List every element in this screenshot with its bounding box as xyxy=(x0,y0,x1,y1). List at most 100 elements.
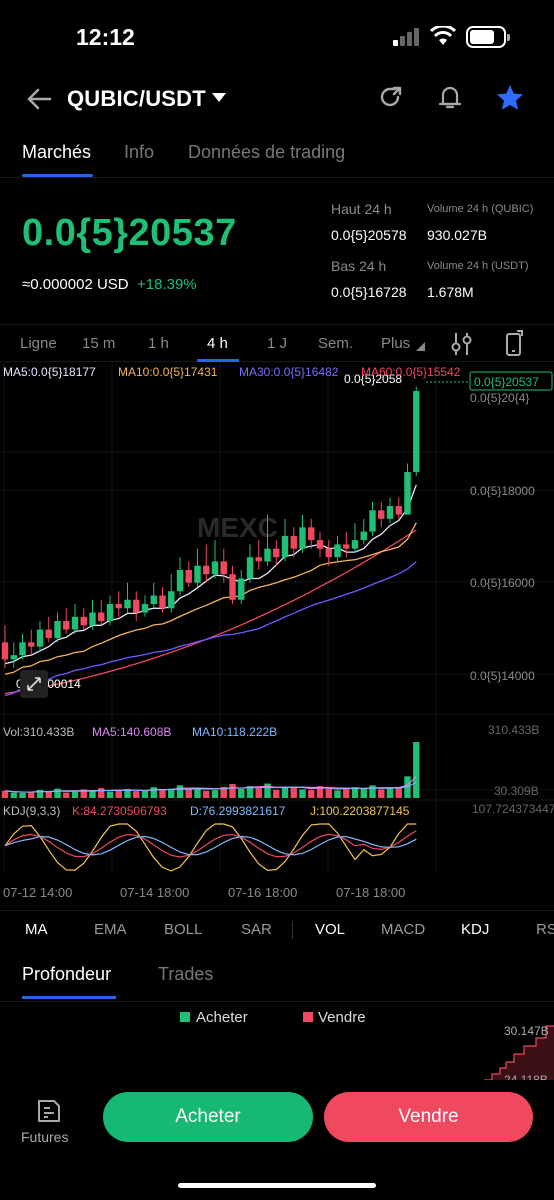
indicator-divider xyxy=(292,921,293,939)
candle-body xyxy=(106,604,114,622)
back-arrow-icon[interactable] xyxy=(24,84,54,114)
wifi-icon xyxy=(430,26,456,45)
interval-indicator xyxy=(197,359,239,362)
sell-button[interactable]: Vendre xyxy=(324,1092,533,1142)
rotate-screen-icon[interactable] xyxy=(503,330,525,358)
star-icon[interactable] xyxy=(494,82,526,114)
price-chart[interactable]: MEXC 0.0{5}20537 0.0{5}20{4} 0.0{5}2058 … xyxy=(0,362,554,910)
volume-min: 30.309B xyxy=(494,784,539,798)
usd-equivalent: ≈0.000002 USD xyxy=(22,276,129,293)
low-24h-label: Bas 24 h xyxy=(331,258,387,274)
buy-legend-label: Acheter xyxy=(196,1009,248,1026)
candle-body xyxy=(255,557,262,562)
candle-body xyxy=(220,561,227,575)
candle-body xyxy=(229,574,236,600)
more-caret-icon[interactable] xyxy=(416,342,425,351)
volume-bar xyxy=(150,787,157,798)
volume-bar xyxy=(63,792,70,798)
low-24h-value: 0.0{5}16728 xyxy=(331,284,407,300)
candle-body xyxy=(176,569,184,592)
indicator-sar[interactable]: SAR xyxy=(241,921,272,938)
status-bar: 12:12 xyxy=(0,0,554,76)
buy-button[interactable]: Acheter xyxy=(103,1092,313,1142)
tab-trades[interactable]: Trades xyxy=(158,964,214,984)
indicator-vol[interactable]: VOL xyxy=(315,921,346,938)
pair-selector[interactable]: QUBIC/USDT xyxy=(67,86,206,111)
last-price: 0.0{5}20537 xyxy=(22,212,237,254)
volume-bar xyxy=(203,790,210,798)
candle-body xyxy=(168,591,175,609)
candle-body xyxy=(334,544,341,558)
interval-15m[interactable]: 15 m xyxy=(82,335,116,352)
volume-bar xyxy=(159,789,166,798)
candle-body xyxy=(325,548,332,558)
depth-tabs: Profondeur Trades xyxy=(0,952,554,1002)
price-change-percent: +18.39% xyxy=(137,276,197,293)
candle-body xyxy=(194,565,201,583)
interval-line[interactable]: Ligne xyxy=(20,335,57,352)
volume-bar xyxy=(343,787,350,798)
ma5-line xyxy=(4,484,417,665)
chevron-down-icon[interactable] xyxy=(212,93,226,102)
indicator-ma[interactable]: MA xyxy=(25,921,48,938)
volume-bar xyxy=(229,783,236,798)
candle-countdown: 0.0{5}20{4} xyxy=(470,391,529,405)
cellular-signal-icon xyxy=(393,28,419,46)
volume-bar xyxy=(351,787,359,798)
interval-more[interactable]: Plus xyxy=(381,335,411,352)
volume-bar xyxy=(264,783,271,798)
interval-1d[interactable]: 1 J xyxy=(267,335,288,352)
interval-4h[interactable]: 4 h xyxy=(207,335,228,352)
candle-body xyxy=(211,561,219,575)
volume-bar xyxy=(115,790,122,798)
volume-bar xyxy=(89,790,96,798)
futures-label[interactable]: Futures xyxy=(21,1129,69,1145)
volume-bar xyxy=(238,788,245,798)
indicator-settings-icon[interactable] xyxy=(450,331,474,357)
candle-body xyxy=(133,599,140,613)
tab-markets[interactable]: Marchés xyxy=(22,142,92,162)
share-icon[interactable] xyxy=(375,82,405,112)
futures-icon[interactable] xyxy=(36,1098,62,1124)
volume-bar xyxy=(168,788,175,798)
section-tabs: Marchés Info Données de trading xyxy=(0,128,554,178)
home-indicator xyxy=(178,1183,376,1188)
candle-body xyxy=(386,506,394,519)
volume-legend: Vol:310.433B xyxy=(3,725,74,739)
interval-bar: Ligne 15 m 1 h 4 h 1 J Sem. Plus xyxy=(0,324,554,362)
volume-ma10-line xyxy=(4,781,417,793)
volume-ma5: MA5:140.608B xyxy=(92,725,171,739)
indicator-kdj[interactable]: KDJ xyxy=(461,921,490,938)
volume-bar xyxy=(28,791,35,798)
candle-body xyxy=(404,471,411,515)
candle-body xyxy=(413,391,420,472)
candle-body xyxy=(124,599,131,609)
indicator-rsi[interactable]: RS xyxy=(536,921,554,938)
ma30-line xyxy=(4,561,417,697)
volume-bar xyxy=(413,742,420,798)
ma5-legend: MA5:0.0{5}18177 xyxy=(3,365,96,379)
volume-bar xyxy=(106,791,114,798)
candle-body xyxy=(19,642,26,656)
tab-info[interactable]: Info xyxy=(124,142,155,162)
high-marker: 0.0{5}2058 xyxy=(344,372,402,386)
volume-bar xyxy=(133,791,140,798)
volume-bar xyxy=(308,790,315,798)
status-time: 12:12 xyxy=(76,24,135,50)
indicator-boll[interactable]: BOLL xyxy=(164,921,203,938)
candle-body xyxy=(395,506,402,515)
volume-bar xyxy=(395,786,402,798)
depth-chart: 30.147B 24.118B xyxy=(484,1024,554,1088)
ma60-line xyxy=(4,529,417,695)
tab-indicator xyxy=(22,174,93,177)
interval-week[interactable]: Sem. xyxy=(318,335,354,352)
tab-depth[interactable]: Profondeur xyxy=(22,964,112,984)
indicator-ema[interactable]: EMA xyxy=(94,921,127,938)
volume-bar xyxy=(255,788,262,798)
y-tick-3: 0.0{5}14000 xyxy=(470,669,535,683)
tab-trading-data[interactable]: Données de trading xyxy=(188,142,346,162)
interval-1h[interactable]: 1 h xyxy=(148,335,169,352)
candle-body xyxy=(343,544,350,549)
bell-icon[interactable] xyxy=(435,82,465,112)
indicator-macd[interactable]: MACD xyxy=(381,921,426,938)
